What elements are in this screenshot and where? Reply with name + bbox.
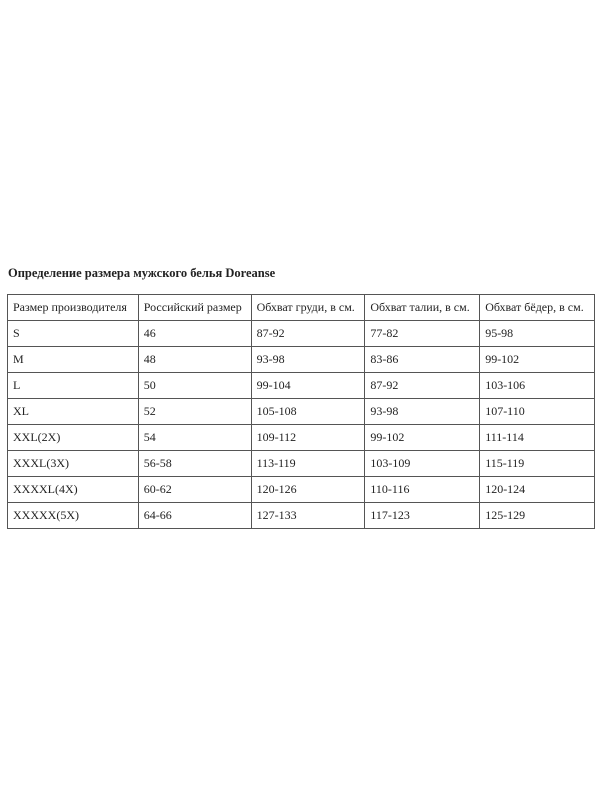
table-cell: 117-123 xyxy=(364,502,481,529)
table-cell: 46 xyxy=(137,320,252,347)
table-row: XXXXX(5X) 64-66 127-133 117-123 125-129 xyxy=(7,502,595,529)
table-cell: 60-62 xyxy=(137,476,252,503)
table-row: L 50 99-104 87-92 103-106 xyxy=(7,372,595,399)
table-cell: 120-126 xyxy=(250,476,366,503)
table-row: XXXXL(4X) 60-62 120-126 110-116 120-124 xyxy=(7,476,595,503)
table-cell: L xyxy=(7,372,139,399)
table-cell: 48 xyxy=(137,346,252,373)
table-cell: 93-98 xyxy=(364,398,481,425)
table-cell: 83-86 xyxy=(364,346,481,373)
table-cell: 105-108 xyxy=(250,398,366,425)
table-cell: XL xyxy=(7,398,139,425)
table-cell: 115-119 xyxy=(479,450,595,477)
table-cell: 125-129 xyxy=(479,502,595,529)
table-cell: 110-116 xyxy=(364,476,481,503)
table-cell: 54 xyxy=(137,424,252,451)
table-row: XXXL(3X) 56-58 113-119 103-109 115-119 xyxy=(7,450,595,477)
column-header: Обхват талии, в см. xyxy=(364,294,481,321)
table-row: M 48 93-98 83-86 99-102 xyxy=(7,346,595,373)
table-row: XL 52 105-108 93-98 107-110 xyxy=(7,398,595,425)
table-cell: 111-114 xyxy=(479,424,595,451)
table-cell: 93-98 xyxy=(250,346,366,373)
table-cell: 120-124 xyxy=(479,476,595,503)
table-cell: 56-58 xyxy=(137,450,252,477)
table-cell: 99-102 xyxy=(364,424,481,451)
table-cell: XXXXX(5X) xyxy=(7,502,139,529)
size-table: Размер производителя Российский размер Обх… xyxy=(7,294,595,529)
table-row: S 46 87-92 77-82 95-98 xyxy=(7,320,595,347)
table-cell: 77-82 xyxy=(364,320,481,347)
table-cell: 103-106 xyxy=(479,372,595,399)
page-title: Определение размера мужского белья Dorea… xyxy=(8,266,276,280)
table-cell: 109-112 xyxy=(250,424,366,451)
column-header: Обхват груди, в см. xyxy=(250,294,366,321)
table-cell: 127-133 xyxy=(250,502,366,529)
table-cell: 99-102 xyxy=(479,346,595,373)
table-cell: 95-98 xyxy=(479,320,595,347)
table-cell: 50 xyxy=(137,372,252,399)
table-cell: S xyxy=(7,320,139,347)
column-header: Размер производителя xyxy=(7,294,139,321)
table-cell: M xyxy=(7,346,139,373)
table-cell: XXXXL(4X) xyxy=(7,476,139,503)
table-cell: 99-104 xyxy=(250,372,366,399)
table-cell: 87-92 xyxy=(250,320,366,347)
table-row: XXL(2X) 54 109-112 99-102 111-114 xyxy=(7,424,595,451)
table-cell: 87-92 xyxy=(364,372,481,399)
table-cell: 64-66 xyxy=(137,502,252,529)
header-row: Размер производителя Российский размер Обх… xyxy=(7,294,595,321)
table-cell: 103-109 xyxy=(364,450,481,477)
column-header: Российский размер xyxy=(137,294,252,321)
column-header: Обхват бёдер, в см. xyxy=(479,294,595,321)
table-cell: XXL(2X) xyxy=(7,424,139,451)
table-cell: 107-110 xyxy=(479,398,595,425)
table-cell: XXXL(3X) xyxy=(7,450,139,477)
table-cell: 113-119 xyxy=(250,450,366,477)
table-cell: 52 xyxy=(137,398,252,425)
